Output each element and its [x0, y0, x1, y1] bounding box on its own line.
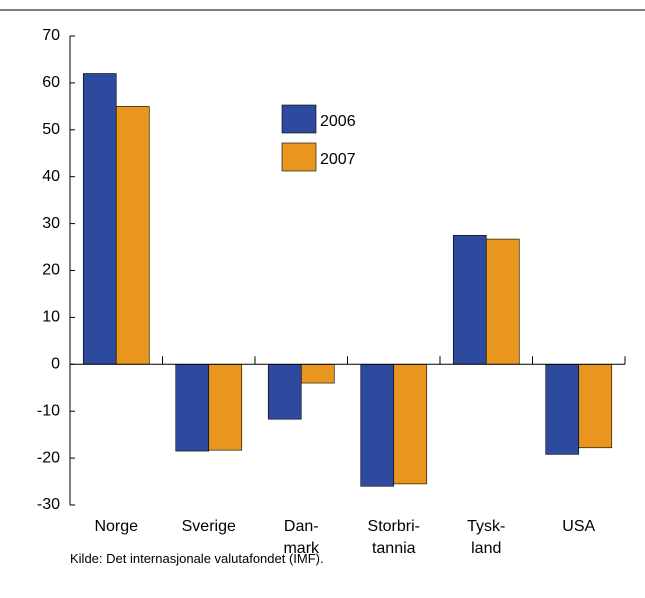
- source-note: Kilde: Det internasjonale valutafondet (…: [70, 551, 324, 566]
- bar: [393, 363, 428, 485]
- x-tick-label: Dan- mark: [283, 518, 320, 557]
- y-tick-label: 50: [42, 121, 60, 138]
- bar: [545, 363, 580, 455]
- bar: [208, 363, 243, 451]
- legend-label: 2006: [320, 113, 356, 130]
- y-tick-label: 0: [51, 356, 60, 373]
- x-tick-label: Norge: [94, 518, 139, 535]
- y-tick-label: 10: [42, 309, 60, 326]
- bar: [452, 235, 487, 365]
- legend-swatch: [281, 104, 317, 134]
- legend-label: 2007: [320, 151, 356, 168]
- y-tick-label: -20: [37, 449, 60, 466]
- x-tick-label: USA: [562, 518, 596, 535]
- bar: [267, 363, 302, 420]
- x-tick-label: Tysk- land: [467, 518, 506, 557]
- y-tick-label: -30: [37, 496, 60, 513]
- bar: [115, 106, 150, 365]
- y-tick-label: 20: [42, 262, 60, 279]
- x-tick-label: Sverige: [181, 518, 236, 535]
- bar: [175, 363, 210, 452]
- y-tick-label: 60: [42, 74, 60, 91]
- y-tick-label: 70: [42, 27, 60, 44]
- y-tick-label: 40: [42, 168, 60, 185]
- bar: [300, 363, 335, 384]
- y-tick-label: 30: [42, 215, 60, 232]
- legend-swatch: [281, 142, 317, 172]
- y-tick-label: -10: [37, 402, 60, 419]
- x-tick-label: Storbri- tannia: [367, 518, 420, 557]
- bar: [82, 73, 117, 365]
- bar: [578, 363, 613, 449]
- bar: [485, 238, 520, 365]
- bar: [360, 363, 395, 487]
